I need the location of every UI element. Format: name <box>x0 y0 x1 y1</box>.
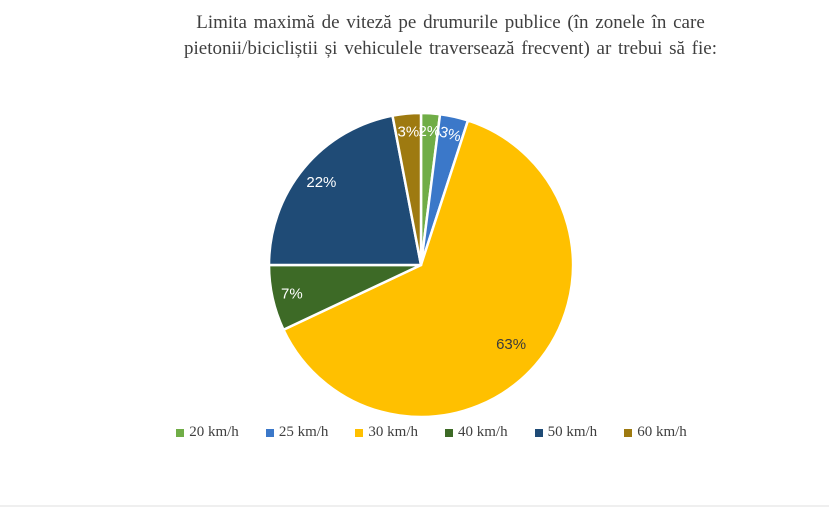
slice-label-30-km-h: 63% <box>496 336 526 353</box>
pie-slice-30-km-h <box>282 119 575 419</box>
legend-item-60-km-h: 60 km/h <box>624 424 687 441</box>
slice-label-20-km-h: 2% <box>419 123 441 140</box>
legend-item-50-km-h: 50 km/h <box>534 424 598 441</box>
legend-swatch-25-km-h <box>265 428 274 437</box>
slice-label-50-km-h: 22% <box>306 174 336 191</box>
chart-title: Limita maximă de viteză pe drumurile pub… <box>72 10 829 62</box>
legend-swatch-50-km-h <box>534 428 543 437</box>
legend-item-40-km-h: 40 km/h <box>445 424 508 441</box>
legend-label-50-km-h: 50 km/h <box>547 424 598 440</box>
legend-item-30-km-h: 30 km/h <box>355 424 418 441</box>
chart-legend: 20 km/h 25 km/h 30 km/h 40 km/h 50 km/h 60 km… <box>34 424 829 441</box>
slice-label-40-km-h: 7% <box>281 285 303 302</box>
pie-chart-svg: 2%3% 63% 7% 22% 3% <box>267 111 575 419</box>
legend-swatch-30-km-h <box>355 428 364 437</box>
legend-swatch-40-km-h <box>445 428 453 437</box>
chart-title-line-2: pietonii/bicicliștii și vehiculele trave… <box>184 38 717 59</box>
legend-label-20-km-h: 20 km/h <box>189 424 239 440</box>
slice-label-60-km-h: 3% <box>398 123 420 140</box>
legend-item-20-km-h: 20 km/h <box>176 424 239 441</box>
chart-title-line-1: Limita maximă de viteză pe drumurile pub… <box>196 12 705 33</box>
bottom-edge-divider <box>0 505 829 507</box>
legend-label-30-km-h: 30 km/h <box>368 424 418 440</box>
legend-item-25-km-h: 25 km/h <box>265 424 329 441</box>
pie-slice-60-km-h <box>391 111 423 267</box>
legend-label-60-km-h: 60 km/h <box>637 424 687 440</box>
legend-swatch-60-km-h <box>624 428 633 437</box>
slice-label-25-km-h: 3% <box>438 123 463 145</box>
legend-label-40-km-h: 40 km/h <box>458 424 508 440</box>
pie-chart: 2% 3% 63% 7% 22% 3% <box>260 104 582 426</box>
legend-label-25-km-h: 25 km/h <box>278 424 329 440</box>
legend-swatch-20-km-h <box>176 428 185 437</box>
pie-slice-50-km-h <box>267 114 423 267</box>
